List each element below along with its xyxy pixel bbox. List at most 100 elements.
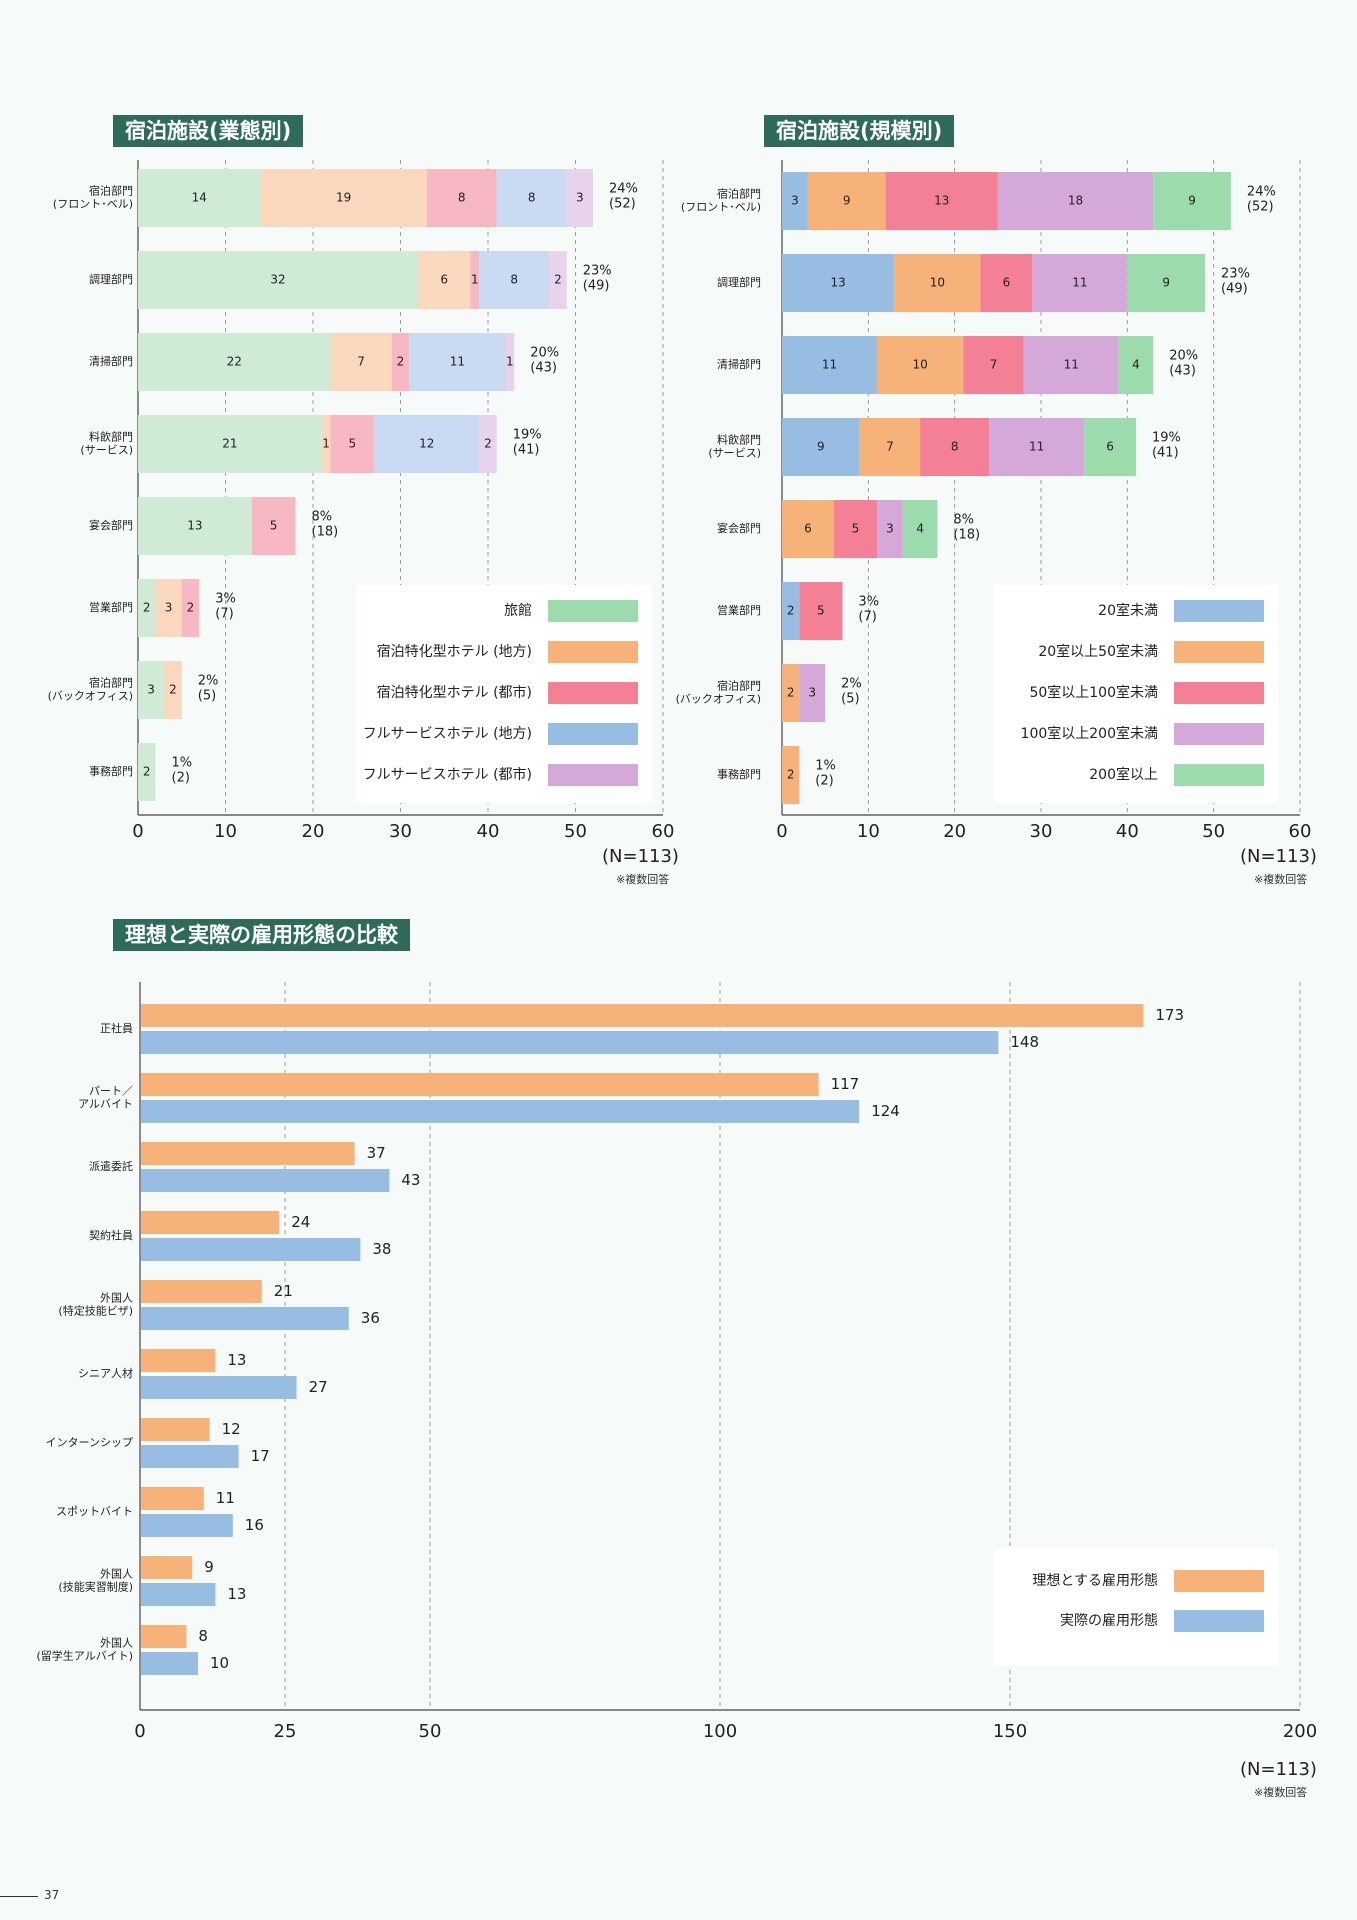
bar-value-label: 5 (817, 604, 825, 618)
bar-value-label: 2 (787, 686, 795, 700)
bar-value-label: 38 (372, 1240, 391, 1258)
x-tick-label: 50 (1202, 821, 1225, 842)
bar-segment (782, 582, 800, 640)
bar-value-label: 9 (1162, 276, 1170, 290)
bar (141, 1280, 262, 1303)
x-tick-label: 40 (1116, 821, 1139, 842)
bar-value-label: 11 (216, 1489, 235, 1507)
category-label: 料飲部門(サービス) (80, 430, 133, 457)
x-tick-label: 150 (993, 1721, 1027, 1742)
bar-value-label: 21 (274, 1282, 293, 1300)
bar-segment (181, 579, 200, 637)
legend-label: 宿泊特化型ホテル (地方) (376, 644, 532, 660)
bar-value-label: 5 (349, 437, 357, 451)
bar-value-label: 10 (930, 276, 945, 290)
category-label: 宿泊部門(フロント･ベル) (681, 187, 761, 214)
bar-value-label: 11 (450, 355, 465, 369)
bar-value-label: 6 (1106, 440, 1114, 454)
legend-swatch (548, 600, 638, 622)
page-number: 37 (44, 1888, 60, 1902)
footnote-by-size: ※複数回答 (1254, 873, 1308, 886)
bar-segment (833, 500, 877, 558)
bar-segment (496, 169, 567, 227)
bar-value-label: 36 (361, 1309, 380, 1327)
bar-value-label: 3 (576, 191, 584, 205)
bar (141, 1073, 819, 1096)
bar-value-label: 1 (322, 437, 330, 451)
bar-value-label: 6 (1003, 276, 1011, 290)
legend-item: 実際の雇用形態 (994, 1608, 1278, 1634)
bar-segment (782, 664, 800, 722)
category-label: 事務部門 (717, 767, 761, 781)
bar-total-label: 2% (5) (198, 673, 219, 703)
legend-label: 旅館 (504, 603, 532, 619)
bar-total-label: 8% (18) (953, 512, 980, 542)
bar-segment (876, 336, 964, 394)
bar-segment (566, 169, 593, 227)
bar-value-label: 10 (912, 358, 927, 372)
bar-segment (138, 333, 331, 391)
bar-total-label: 1% (2) (172, 755, 193, 785)
bar-segment (902, 500, 938, 558)
legend-swatch (1174, 1570, 1264, 1592)
bar-value-label: 9 (817, 440, 825, 454)
bar-value-label: 7 (357, 355, 365, 369)
legend-item: 20室未満 (994, 598, 1278, 624)
bar-value-label: 32 (270, 273, 285, 287)
bar-value-label: 27 (309, 1378, 328, 1396)
bar-segment (807, 172, 886, 230)
bar-segment (138, 743, 156, 801)
x-tick-label: 20 (943, 821, 966, 842)
bar-segment (885, 172, 998, 230)
bar (141, 1307, 349, 1330)
bar-value-label: 11 (1072, 276, 1087, 290)
bar-total-label: 1% (2) (815, 758, 836, 788)
bar-value-label: 12 (222, 1420, 241, 1438)
bar-total-label: 3% (7) (215, 591, 236, 621)
bar-segment (505, 333, 515, 391)
bar-segment (251, 497, 296, 555)
category-label: 営業部門 (89, 600, 133, 614)
legend-label: 理想とする雇用形態 (1032, 1573, 1158, 1589)
legend-item: 20室以上50室未満 (994, 639, 1278, 665)
bar-segment (374, 415, 480, 473)
bar-total-label: 19% (41) (513, 427, 542, 457)
bar-segment (782, 254, 895, 312)
bar-value-label: 11 (1064, 358, 1079, 372)
bar (141, 1556, 193, 1579)
legend-label: 実際の雇用形態 (1060, 1613, 1158, 1629)
x-tick-label: 0 (134, 1721, 145, 1742)
bar-value-label: 117 (831, 1075, 860, 1093)
bar-value-label: 12 (419, 437, 434, 451)
bar-value-label: 18 (1068, 194, 1083, 208)
x-tick-label: 10 (214, 821, 237, 842)
bar-segment (859, 418, 921, 476)
bar-segment (138, 579, 156, 637)
bar-segment (782, 336, 877, 394)
bar (141, 1349, 216, 1372)
bar-total-label: 3% (7) (858, 594, 879, 624)
bar-total-label: 8% (18) (312, 509, 339, 539)
legend-swatch (1174, 600, 1264, 622)
bar-segment (164, 661, 182, 719)
bar-segment (799, 582, 843, 640)
category-label: インターンシップ (46, 1436, 133, 1449)
x-tick-label: 0 (132, 821, 143, 842)
bar-segment (479, 415, 497, 473)
legend-item: 100室以上200室未満 (994, 721, 1278, 747)
bar-value-label: 4 (1132, 358, 1140, 372)
category-label: 料飲部門(サービス) (708, 433, 761, 460)
bar (141, 1376, 297, 1399)
bar-value-label: 148 (1010, 1033, 1039, 1051)
bar-segment (418, 251, 471, 309)
bar-value-label: 3 (791, 194, 799, 208)
legend-label: 200室以上 (1089, 767, 1158, 783)
bar-value-label: 3 (147, 683, 155, 697)
bar (141, 1514, 233, 1537)
bar-value-label: 13 (227, 1351, 246, 1369)
x-tick-label: 30 (389, 821, 412, 842)
category-label: 事務部門 (89, 764, 133, 778)
bar-value-label: 19 (336, 191, 351, 205)
n-label-employment: (N=113) (1240, 1759, 1317, 1780)
bar-total-label: 19% (41) (1152, 430, 1181, 460)
